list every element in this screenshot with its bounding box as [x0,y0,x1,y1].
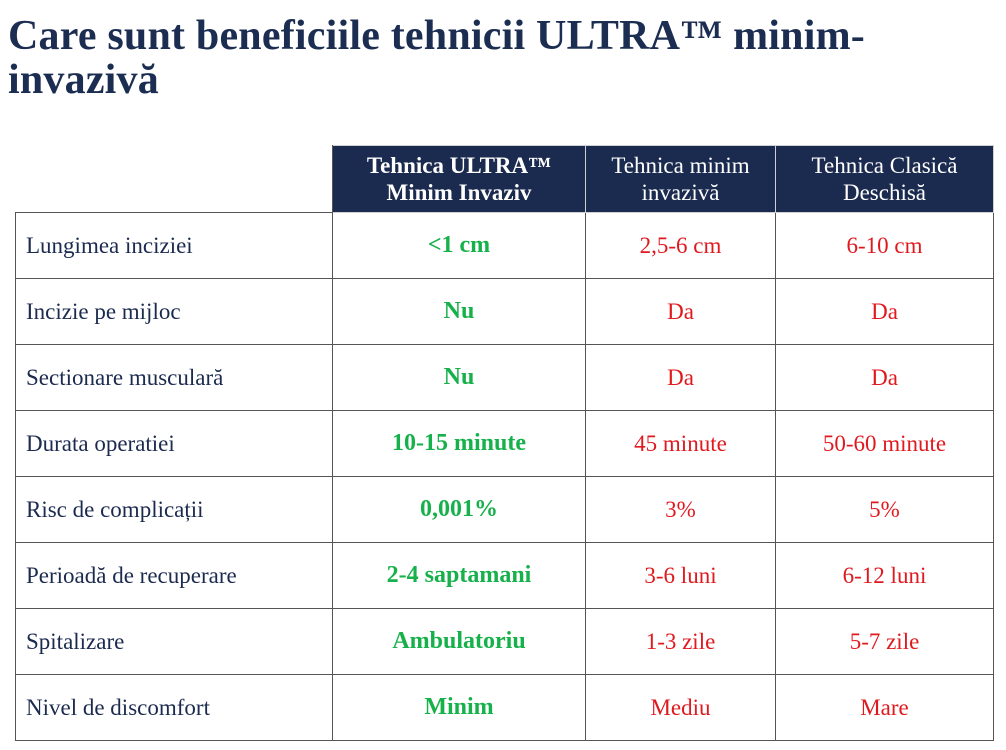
ultra-value: <1 cm [332,212,586,279]
header-ultra-line1: Tehnica ULTRA™ [366,153,552,178]
ultra-value: 2-4 saptamani [332,542,586,609]
minim-value: 2,5-6 cm [585,212,776,279]
table-row: Sectionare musculară Nu Da Da [15,344,994,411]
header-minim-line2: invazivă [641,180,720,205]
ultra-value: Nu [332,278,586,345]
header-clasica-deschisa: Tehnica Clasică Deschisă [775,145,994,213]
header-ultra-line2: Minim Invaziv [386,180,532,205]
clasica-value: Da [775,344,994,411]
comparison-table-container: Tehnica ULTRA™ Minim Invaziv Tehnica min… [15,145,994,741]
row-label: Sectionare musculară [15,344,333,411]
row-label: Perioadă de recuperare [15,542,333,609]
clasica-value: 5-7 zile [775,608,994,675]
row-label: Spitalizare [15,608,333,675]
header-clasica-line2: Deschisă [842,180,927,205]
header-ultra-technique: Tehnica ULTRA™ Minim Invaziv [332,145,586,213]
row-label: Risc de complicații [15,476,333,543]
minim-value: 1-3 zile [585,608,776,675]
ultra-value: 0,001% [332,476,586,543]
clasica-value: 6-12 luni [775,542,994,609]
table-row: Durata operatiei 10-15 minute 45 minute … [15,410,994,477]
row-label: Durata operatiei [15,410,333,477]
header-blank-cell [15,145,333,213]
page-title: Care sunt beneficiile tehnicii ULTRA™ mi… [8,13,865,103]
minim-value: Da [585,344,776,411]
minim-value: 3% [585,476,776,543]
ultra-value: Ambulatoriu [332,608,586,675]
table-header-row: Tehnica ULTRA™ Minim Invaziv Tehnica min… [15,145,994,213]
minim-value: Da [585,278,776,345]
table-row: Perioadă de recuperare 2-4 saptamani 3-6… [15,542,994,609]
ultra-value: Minim [332,674,586,741]
minim-value: 3-6 luni [585,542,776,609]
ultra-value: 10-15 minute [332,410,586,477]
header-minim-line1: Tehnica minim [611,153,750,178]
header-minim-invaziva: Tehnica minim invazivă [585,145,776,213]
clasica-value: Da [775,278,994,345]
clasica-value: Mare [775,674,994,741]
clasica-value: 6-10 cm [775,212,994,279]
table-row: Lungimea inciziei <1 cm 2,5-6 cm 6-10 cm [15,212,994,279]
clasica-value: 50-60 minute [775,410,994,477]
row-label: Lungimea inciziei [15,212,333,279]
ultra-value: Nu [332,344,586,411]
table-row: Incizie pe mijloc Nu Da Da [15,278,994,345]
header-clasica-line1: Tehnica Clasică [811,153,958,178]
minim-value: 45 minute [585,410,776,477]
table-row: Risc de complicații 0,001% 3% 5% [15,476,994,543]
row-label: Incizie pe mijloc [15,278,333,345]
row-label: Nivel de discomfort [15,674,333,741]
table-row: Nivel de discomfort Minim Mediu Mare [15,674,994,741]
minim-value: Mediu [585,674,776,741]
clasica-value: 5% [775,476,994,543]
comparison-table: Tehnica ULTRA™ Minim Invaziv Tehnica min… [15,145,994,741]
table-row: Spitalizare Ambulatoriu 1-3 zile 5-7 zil… [15,608,994,675]
